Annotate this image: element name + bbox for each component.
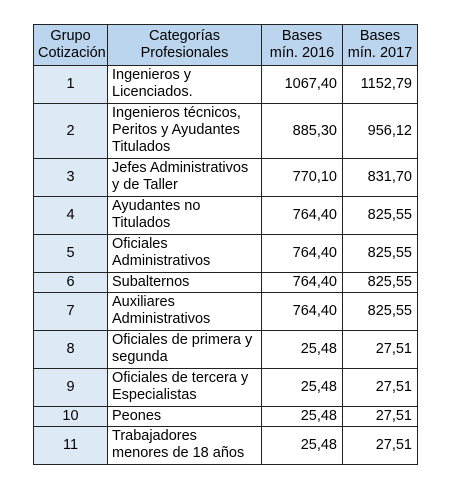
categoria-cell: Auxiliares Administrativos [107,292,262,331]
base-2016-cell: 764,40 [261,292,343,331]
categoria-cell: Subalternos [107,272,262,293]
table-row: 6 Subalternos 764,40 825,55 [33,272,418,293]
table-row: 9 Oficiales de tercera y Especialistas 2… [33,368,418,407]
categoria-cell: Ingenieros técnicos, Peritos y Ayudantes… [107,103,262,159]
table-row: 1 Ingenieros y Licenciados. 1067,40 1152… [33,65,418,104]
categoria-cell: Jefes Administrativos y de Taller [107,158,262,197]
grupo-cell: 4 [33,196,108,235]
grupo-cell: 7 [33,292,108,331]
grupo-cell: 11 [33,426,108,465]
base-2016-cell: 770,10 [261,158,343,197]
table-row: 5 Oficiales Administrativos 764,40 825,5… [33,234,418,273]
table-body: 1 Ingenieros y Licenciados. 1067,40 1152… [33,65,418,465]
categoria-cell: Oficiales de primera y segunda [107,330,262,369]
categoria-cell: Ingenieros y Licenciados. [107,65,262,104]
base-2017-cell: 27,51 [342,330,418,369]
table-row: 4 Ayudantes no Titulados 764,40 825,55 [33,196,418,235]
base-2017-cell: 825,55 [342,196,418,235]
base-2016-cell: 1067,40 [261,65,343,104]
base-2016-cell: 25,48 [261,330,343,369]
categoria-cell: Oficiales Administrativos [107,234,262,273]
grupo-cell: 5 [33,234,108,273]
base-2017-cell: 831,70 [342,158,418,197]
categoria-cell: Trabajadores menores de 18 años [107,426,262,465]
grupo-cell: 10 [33,406,108,427]
grupo-cell: 3 [33,158,108,197]
table-row: 8 Oficiales de primera y segunda 25,48 2… [33,330,418,369]
base-2017-cell: 825,55 [342,234,418,273]
base-2016-cell: 25,48 [261,406,343,427]
grupo-cell: 2 [33,103,108,159]
base-2017-cell: 825,55 [342,272,418,293]
base-2017-cell: 956,12 [342,103,418,159]
base-2016-cell: 885,30 [261,103,343,159]
header-bases-2016: Bases mín. 2016 [261,24,343,66]
base-2016-cell: 25,48 [261,426,343,465]
categoria-cell: Oficiales de tercera y Especialistas [107,368,262,407]
table-row: 7 Auxiliares Administrativos 764,40 825,… [33,292,418,331]
base-2017-cell: 27,51 [342,368,418,407]
table-row: 11 Trabajadores menores de 18 años 25,48… [33,426,418,465]
categoria-cell: Peones [107,406,262,427]
header-grupo-cotizacion: Grupo Cotización [33,24,108,66]
header-row: Grupo Cotización Categorías Profesionale… [33,24,418,66]
table-row: 10 Peones 25,48 27,51 [33,406,418,427]
base-2016-cell: 25,48 [261,368,343,407]
grupo-cell: 8 [33,330,108,369]
grupo-cell: 6 [33,272,108,293]
base-2017-cell: 27,51 [342,406,418,427]
bases-cotizacion-table: Grupo Cotización Categorías Profesionale… [33,24,418,465]
grupo-cell: 1 [33,65,108,104]
base-2017-cell: 825,55 [342,292,418,331]
header-bases-2017: Bases mín. 2017 [342,24,418,66]
header-categorias-profesionales: Categorías Profesionales [107,24,262,66]
table-row: 2 Ingenieros técnicos, Peritos y Ayudant… [33,103,418,159]
table-header: Grupo Cotización Categorías Profesionale… [33,24,418,66]
base-2016-cell: 764,40 [261,196,343,235]
table-row: 3 Jefes Administrativos y de Taller 770,… [33,158,418,197]
base-2017-cell: 1152,79 [342,65,418,104]
base-2016-cell: 764,40 [261,234,343,273]
base-2016-cell: 764,40 [261,272,343,293]
categoria-cell: Ayudantes no Titulados [107,196,262,235]
base-2017-cell: 27,51 [342,426,418,465]
grupo-cell: 9 [33,368,108,407]
